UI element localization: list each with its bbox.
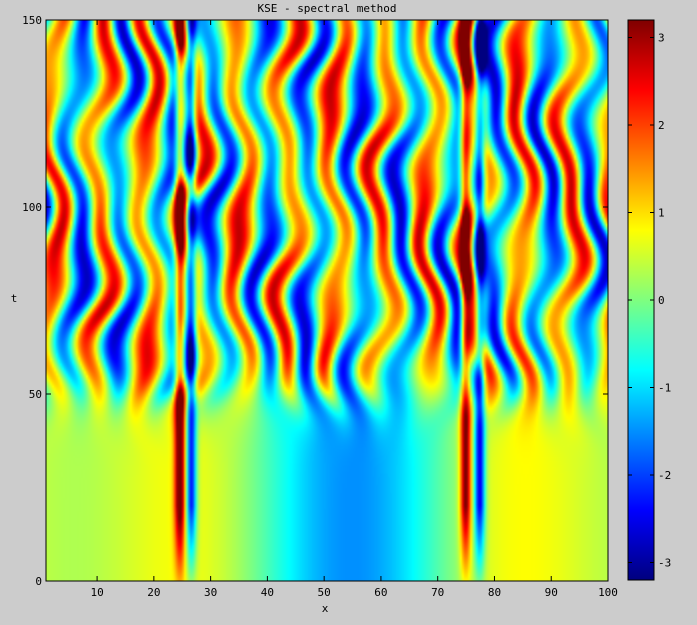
x-tick-label: 50 [318,586,331,599]
colorbar-tick-label: -2 [658,469,671,482]
colorbar-axis: 3 2 1 0 -1 -2 -3 [628,32,671,570]
colorbar-tick-label: 1 [658,207,665,220]
colorbar-tick-label: -1 [658,382,671,395]
x-axis-label: x [322,602,329,615]
colorbar-tick-label: -3 [658,557,671,570]
x-axis: 10 20 30 40 50 60 70 80 90 100 [90,20,618,599]
y-tick-label: 100 [22,201,42,214]
colorbar-tick-label: 2 [658,119,665,132]
x-tick-label: 30 [204,586,217,599]
y-axis-label: t [11,292,18,305]
y-axis: 0 50 100 150 [22,14,608,588]
x-tick-label: 60 [374,586,387,599]
chart-title: KSE - spectral method [257,2,396,15]
heatmap-image [46,20,608,581]
x-tick-label: 100 [598,586,618,599]
x-tick-label: 90 [545,586,558,599]
x-tick-label: 20 [147,586,160,599]
plot-frame [45,19,609,582]
x-tick-label: 70 [431,586,444,599]
colorbar-tick-label: 0 [658,294,665,307]
x-tick-label: 80 [488,586,501,599]
y-tick-label: 0 [35,575,42,588]
heatmap-area [46,20,608,581]
y-tick-label: 150 [22,14,42,27]
colorbar [627,19,655,581]
colorbar-tick-label: 3 [658,32,665,45]
x-tick-label: 10 [90,586,103,599]
y-tick-label: 50 [29,388,42,401]
x-tick-label: 40 [261,586,274,599]
